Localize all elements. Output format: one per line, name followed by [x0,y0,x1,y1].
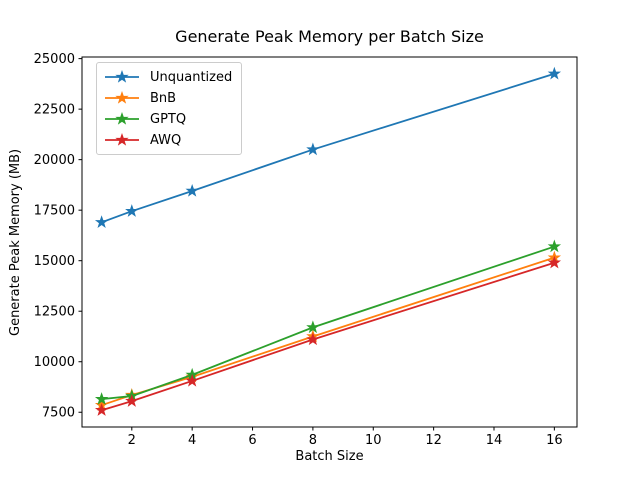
data-marker-awq [306,332,320,346]
data-marker-awq [125,394,139,407]
x-tick-label: 2 [128,433,136,448]
y-tick-label: 7500 [42,406,75,421]
y-tick-label: 10000 [34,355,75,370]
legend-item-bnb: BnB [104,89,232,107]
legend: Unquantized BnB GPTQ AWQ [96,62,243,155]
legend-label: BnB [150,90,177,106]
x-tick-label: 12 [425,433,442,448]
x-tick-label: 8 [309,433,317,448]
data-marker-unquantized [185,183,199,197]
data-marker-unquantized [547,66,562,80]
data-marker-awq [547,255,562,269]
series-line-awq [101,261,555,412]
x-tick-label: 4 [188,433,196,448]
y-tick-label: 25000 [34,52,75,67]
y-tick-label: 22500 [34,103,75,118]
x-tick-label: 14 [486,433,503,448]
data-marker-gptq [94,392,109,405]
data-marker-unquantized [125,204,139,217]
y-tick-label: 12500 [34,305,75,320]
chart-title: Generate Peak Memory per Batch Size [175,27,484,46]
data-marker-unquantized [94,215,109,228]
legend-item-unquantized: Unquantized [104,68,232,86]
y-tick-label: 17500 [34,204,75,219]
data-marker-awq [94,403,109,416]
x-tick-label: 6 [248,433,256,448]
data-marker-awq [185,373,199,387]
x-tick-label: 16 [546,433,563,448]
series-line-gptq [101,245,555,401]
legend-item-awq: AWQ [104,131,232,149]
y-tick-label: 15000 [34,254,75,269]
legend-item-gptq: GPTQ [104,110,232,128]
x-axis-label: Batch Size [295,449,364,464]
y-tick-label: 20000 [34,153,75,168]
x-tick-label: 10 [365,433,382,448]
data-marker-gptq [306,320,320,334]
legend-label: GPTQ [150,111,187,127]
data-marker-gptq [547,239,562,253]
legend-line-marker-icon [105,112,139,125]
axes-frame [81,56,578,428]
legend-line-marker-icon [105,91,139,104]
legend-line-marker-icon [105,70,139,83]
legend-label: AWQ [150,132,182,148]
legend-label: Unquantized [150,69,233,85]
legend-line-marker-icon [105,133,139,146]
data-marker-unquantized [306,142,320,156]
